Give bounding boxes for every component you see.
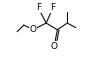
Text: F: F [36,3,41,12]
Text: O: O [29,25,36,34]
Text: F: F [50,3,55,12]
Text: O: O [51,42,58,51]
